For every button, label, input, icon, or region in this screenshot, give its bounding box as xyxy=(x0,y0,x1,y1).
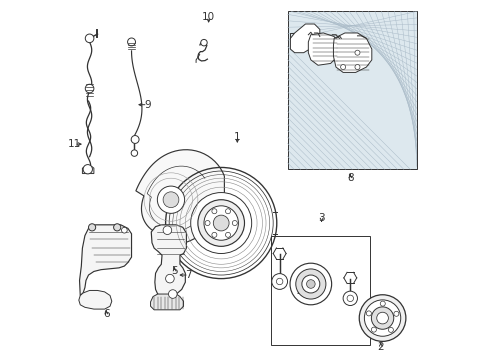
Polygon shape xyxy=(308,33,339,65)
Circle shape xyxy=(306,280,314,288)
Circle shape xyxy=(85,34,94,42)
Circle shape xyxy=(359,295,405,341)
Circle shape xyxy=(393,311,398,316)
Circle shape xyxy=(211,209,217,214)
Circle shape xyxy=(204,221,210,226)
Text: 11: 11 xyxy=(67,139,81,149)
Circle shape xyxy=(225,209,230,214)
Circle shape xyxy=(165,274,174,283)
Polygon shape xyxy=(82,166,94,174)
Circle shape xyxy=(354,64,359,69)
Circle shape xyxy=(387,327,393,332)
Polygon shape xyxy=(79,291,112,309)
Circle shape xyxy=(113,224,121,231)
Circle shape xyxy=(163,192,179,208)
Circle shape xyxy=(380,301,385,306)
Circle shape xyxy=(366,311,370,316)
Polygon shape xyxy=(136,150,224,246)
Circle shape xyxy=(163,226,171,234)
Polygon shape xyxy=(290,24,319,53)
Circle shape xyxy=(190,193,251,253)
Text: 8: 8 xyxy=(346,173,353,183)
Circle shape xyxy=(198,200,244,246)
Circle shape xyxy=(85,84,94,93)
Text: 5: 5 xyxy=(171,266,178,276)
Circle shape xyxy=(131,150,137,156)
Circle shape xyxy=(364,300,400,336)
Circle shape xyxy=(371,327,376,332)
Polygon shape xyxy=(333,33,371,72)
Circle shape xyxy=(157,186,184,213)
Text: 7: 7 xyxy=(185,270,192,280)
Polygon shape xyxy=(151,225,186,297)
Circle shape xyxy=(83,165,92,174)
Circle shape xyxy=(376,312,387,324)
Circle shape xyxy=(127,38,135,46)
Circle shape xyxy=(213,215,228,231)
Circle shape xyxy=(295,269,325,299)
Text: 6: 6 xyxy=(103,310,109,319)
Text: 10: 10 xyxy=(202,12,215,22)
Polygon shape xyxy=(150,294,183,310)
Text: 3: 3 xyxy=(318,213,324,222)
Bar xyxy=(287,12,416,169)
Text: 2: 2 xyxy=(377,342,383,352)
Circle shape xyxy=(121,227,127,233)
Circle shape xyxy=(225,232,230,237)
Text: 4: 4 xyxy=(296,288,303,298)
Circle shape xyxy=(232,221,237,226)
Circle shape xyxy=(370,307,393,329)
Circle shape xyxy=(346,295,353,302)
Circle shape xyxy=(203,206,238,240)
Bar xyxy=(271,235,369,345)
Circle shape xyxy=(301,275,319,293)
Polygon shape xyxy=(80,225,131,296)
Circle shape xyxy=(88,224,96,231)
Circle shape xyxy=(168,290,177,298)
Circle shape xyxy=(343,291,357,306)
Text: 1: 1 xyxy=(234,132,240,142)
Circle shape xyxy=(354,50,359,55)
Circle shape xyxy=(340,64,345,69)
Circle shape xyxy=(271,274,287,289)
Circle shape xyxy=(131,135,139,143)
Circle shape xyxy=(289,263,331,305)
Circle shape xyxy=(211,232,217,237)
Circle shape xyxy=(201,40,207,46)
Circle shape xyxy=(276,278,282,285)
Text: 9: 9 xyxy=(144,100,151,110)
